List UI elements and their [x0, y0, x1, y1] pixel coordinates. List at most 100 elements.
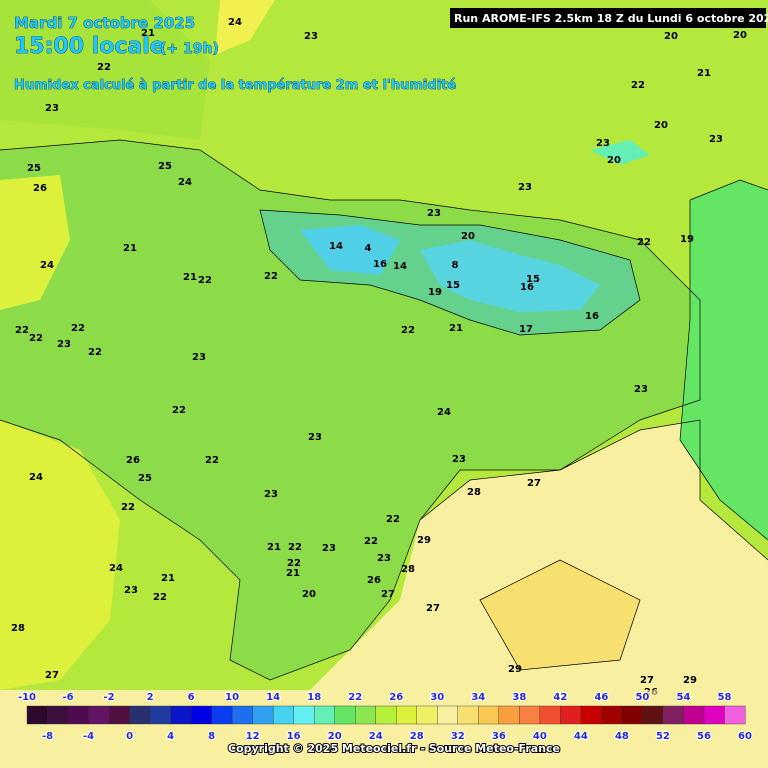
contour-label: 16 [373, 259, 387, 270]
contour-label: 23 [192, 352, 206, 363]
lead-time: (+ 19h) [160, 41, 219, 57]
contour-label: 23 [124, 585, 138, 596]
contour-label: 23 [304, 31, 318, 42]
contour-label: 21 [286, 568, 300, 579]
color-swatch [478, 705, 500, 725]
contour-label: 24 [178, 177, 192, 188]
contour-label: 22 [29, 333, 43, 344]
contour-line [479, 559, 641, 671]
colorbar-label: 46 [594, 692, 608, 703]
contour-label: 23 [264, 489, 278, 500]
color-swatch [601, 705, 623, 725]
color-swatch [580, 705, 602, 725]
contour-label: 4 [365, 243, 372, 254]
color-swatch [724, 705, 746, 725]
contour-label: 19 [428, 287, 442, 298]
color-swatch [67, 705, 90, 725]
colorbar-label: -4 [83, 731, 94, 742]
contour-label: 25 [138, 473, 152, 484]
colorbar-label: 4 [167, 731, 174, 742]
contour-label: 21 [267, 542, 281, 553]
colorbar-label: -2 [104, 692, 115, 703]
contour-label: 23 [518, 182, 532, 193]
color-swatch [334, 705, 356, 725]
contour-label: 22 [97, 62, 111, 73]
contour-label: 22 [637, 237, 651, 248]
contour-label: 29 [417, 535, 431, 546]
colorbar-label: 38 [512, 692, 526, 703]
color-swatch [129, 705, 151, 725]
contour-label: 21 [123, 243, 137, 254]
colorbar-label: 44 [574, 731, 588, 742]
contours [0, 139, 768, 681]
colorbar-label: 10 [225, 692, 239, 703]
plain-zone [0, 0, 210, 140]
date: Mardi 7 octobre 2025 [14, 14, 195, 32]
color-swatch [26, 705, 49, 725]
colorbar-label: 36 [492, 731, 506, 742]
contour-line [679, 179, 768, 541]
island [590, 140, 650, 165]
color-swatch [683, 705, 705, 725]
contour-label: 25 [27, 163, 41, 174]
legend-band [0, 690, 768, 768]
contour-label: 22 [205, 455, 219, 466]
contour-label: 23 [377, 553, 391, 564]
colorbar-label: -6 [62, 692, 73, 703]
colorbar-label: -8 [42, 731, 53, 742]
contour-label: 21 [697, 68, 711, 79]
contour-label: 27 [426, 603, 440, 614]
contour-label: 20 [654, 120, 668, 131]
color-swatch [355, 705, 377, 725]
contour-label: 26 [126, 455, 140, 466]
contour-label: 24 [40, 260, 54, 271]
contour-label: 15 [446, 280, 460, 291]
contour-label: 22 [88, 347, 102, 358]
cold-zone [420, 240, 600, 312]
colorbar-label: 58 [718, 692, 732, 703]
colorbar-label: 22 [348, 692, 362, 703]
color-swatch [190, 705, 213, 725]
contour-label: 24 [437, 407, 451, 418]
color-swatch [231, 705, 254, 725]
contour-label: 14 [393, 261, 407, 272]
colorbar-label: 12 [246, 731, 260, 742]
contour-label: 28 [401, 564, 415, 575]
run-box [450, 8, 766, 28]
contour-label: 22 [264, 271, 278, 282]
contour-label: 14 [329, 241, 343, 252]
warm-zone [0, 175, 70, 310]
colorbar-label: 60 [738, 731, 752, 742]
contour-label: 23 [45, 103, 59, 114]
contour-label: 23 [427, 208, 441, 219]
colorbar: -10 -6 -2 2 6 10 14 18 22 26 30 34 38 42 46 50 54 58-8 -4 0… [17, 691, 753, 743]
colorbar-label: 16 [287, 731, 301, 742]
contour-label: 23 [634, 384, 648, 395]
color-swatch [293, 705, 315, 725]
sea-warm-zone [300, 420, 768, 700]
color-swatch [149, 705, 172, 725]
contour-label: 16 [585, 311, 599, 322]
contour-label: 21 [141, 28, 155, 39]
contour-label: 23 [322, 543, 336, 554]
time: 15:00 locale [14, 34, 165, 59]
color-swatch [272, 705, 295, 725]
color-swatch [621, 705, 643, 725]
contour-label: 27 [640, 675, 654, 686]
color-swatch [498, 705, 520, 725]
contour-label: 20 [461, 231, 475, 242]
contour-label: 27 [381, 589, 395, 600]
contour-label: 22 [364, 536, 378, 547]
color-swatch [396, 705, 418, 725]
colorbar-label: 30 [430, 692, 444, 703]
color-swatch [539, 705, 561, 725]
color-swatch [519, 705, 541, 725]
contour-label: 22 [198, 275, 212, 286]
colorbar-label: 50 [635, 692, 649, 703]
colorbar-label: 20 [328, 731, 342, 742]
contour-label: 22 [71, 323, 85, 334]
contour-label: 24 [29, 472, 43, 483]
contour-label: 23 [308, 432, 322, 443]
contour-label: 22 [287, 558, 301, 569]
